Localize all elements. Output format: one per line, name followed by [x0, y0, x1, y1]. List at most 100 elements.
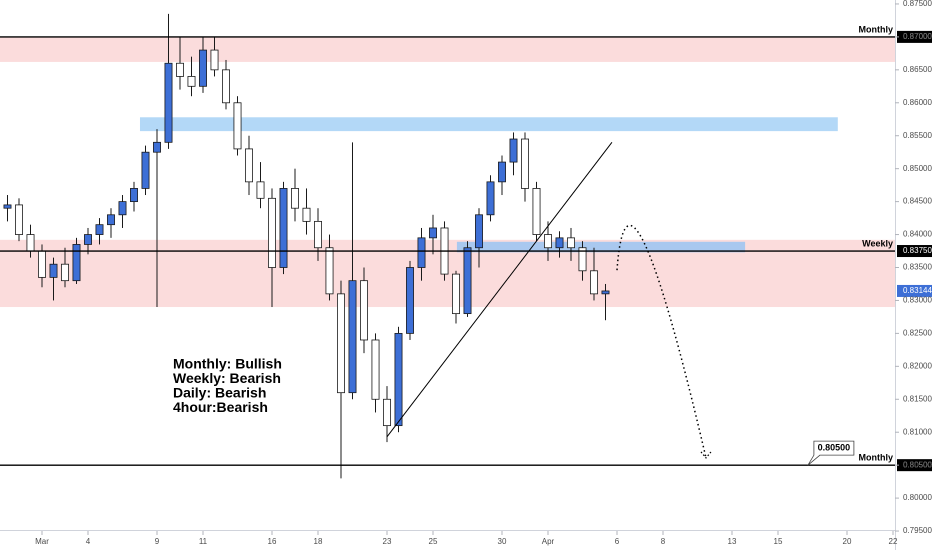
candle-body — [429, 227, 437, 239]
y-tick-label: 0.81500 — [903, 394, 932, 403]
price-tag — [897, 245, 932, 258]
candle-body — [348, 280, 357, 394]
x-tick-label: Mar — [35, 537, 49, 546]
y-tick-label: 0.83500 — [903, 263, 932, 272]
candle-body — [360, 280, 368, 341]
projection-arrow — [700, 451, 712, 459]
candle-body — [245, 148, 253, 183]
candle-body — [532, 188, 541, 235]
candle-body — [394, 332, 403, 427]
x-tick-label: 30 — [498, 537, 507, 546]
trendline — [386, 142, 613, 438]
price-tag — [897, 459, 932, 472]
candle-body — [291, 188, 299, 209]
y-tick-label: 0.83000 — [903, 296, 932, 305]
candle-body — [417, 237, 426, 268]
candle-body — [337, 293, 345, 394]
candle-body — [509, 138, 518, 163]
last-price-label: 0.83144 — [903, 286, 932, 295]
callout-label: 0.80500 — [818, 443, 851, 453]
candle-body — [233, 102, 242, 150]
y-tick-label: 0.80500 — [903, 460, 932, 469]
callout-box — [807, 440, 855, 466]
x-tick-label: 15 — [774, 537, 783, 546]
candle-body — [38, 250, 46, 278]
x-tick-label: 4 — [86, 537, 91, 546]
candle-body — [256, 181, 265, 199]
zone — [0, 36, 895, 62]
candle-body — [199, 49, 207, 87]
x-tick-label: 16 — [268, 537, 277, 546]
y-tick-label: 0.81000 — [903, 427, 932, 436]
candle-body — [406, 267, 414, 334]
candle-body — [383, 398, 391, 427]
candle-body — [555, 237, 564, 249]
x-tick-label: 6 — [615, 537, 620, 546]
price-tag — [897, 30, 932, 43]
zone — [456, 241, 746, 253]
candle-body — [61, 263, 69, 282]
level-name: Monthly — [859, 453, 894, 463]
candle-body — [521, 138, 529, 189]
candle-body — [95, 224, 104, 235]
x-tick-label: 23 — [383, 537, 392, 546]
level-name: Monthly — [859, 24, 894, 34]
x-tick-label: 22 — [889, 537, 898, 546]
x-tick-label: 13 — [728, 537, 737, 546]
annotation-line: Weekly: Bearish — [173, 370, 281, 386]
y-tick-label: 0.86000 — [903, 98, 932, 107]
candle-body — [3, 204, 12, 209]
candle-body — [107, 214, 115, 226]
candle-body — [452, 273, 460, 315]
y-tick-label: 0.79500 — [903, 526, 932, 535]
candle-body — [49, 263, 58, 278]
candle-body — [601, 290, 610, 295]
y-tick-label: 0.85000 — [903, 164, 932, 173]
candle-body — [325, 247, 334, 295]
candle-body — [72, 244, 81, 282]
y-tick-label: 0.87500 — [903, 0, 932, 8]
candle-body — [130, 188, 138, 203]
candle-body — [26, 234, 35, 252]
candle-body — [567, 237, 575, 249]
candle-body — [314, 220, 322, 249]
x-tick-label: 11 — [199, 537, 208, 546]
x-tick-label: 25 — [429, 537, 438, 546]
candle-body — [141, 151, 150, 189]
x-tick-label: 20 — [843, 537, 852, 546]
candle-body — [475, 214, 483, 249]
price-tag-label: 0.83750 — [903, 246, 932, 255]
zone — [139, 117, 838, 132]
candle-body — [15, 204, 23, 235]
candle-body — [590, 270, 598, 295]
candle-body — [498, 161, 506, 183]
candle-body — [118, 201, 127, 216]
candle-body — [463, 247, 472, 315]
candle-body — [268, 197, 276, 268]
candle-body — [302, 207, 311, 222]
x-tick-label: 9 — [155, 537, 160, 546]
candle-body — [578, 247, 587, 272]
candle-body — [544, 234, 552, 249]
candle-body — [279, 188, 288, 268]
candle-body — [187, 76, 196, 87]
x-tick-label: 8 — [661, 537, 666, 546]
y-tick-label: 0.86500 — [903, 65, 932, 74]
candle-body — [486, 181, 495, 216]
price-tag-label: 0.80500 — [903, 460, 932, 469]
x-tick-label: Apr — [542, 537, 555, 546]
price-tag-label: 0.87000 — [903, 32, 932, 41]
level-name: Weekly — [862, 238, 893, 248]
annotation-line: Monthly: Bullish — [173, 356, 282, 372]
annotation-line: 4hour:Bearish — [173, 399, 268, 415]
y-tick-label: 0.80000 — [903, 493, 932, 502]
candle-body — [371, 339, 380, 400]
candle-body — [84, 234, 92, 245]
projection-path — [616, 224, 707, 459]
y-tick-label: 0.84000 — [903, 230, 932, 239]
y-tick-label: 0.84500 — [903, 197, 932, 206]
annotation-line: Daily: Bearish — [173, 385, 266, 401]
candle-body — [222, 69, 230, 104]
candle-body — [164, 62, 173, 143]
